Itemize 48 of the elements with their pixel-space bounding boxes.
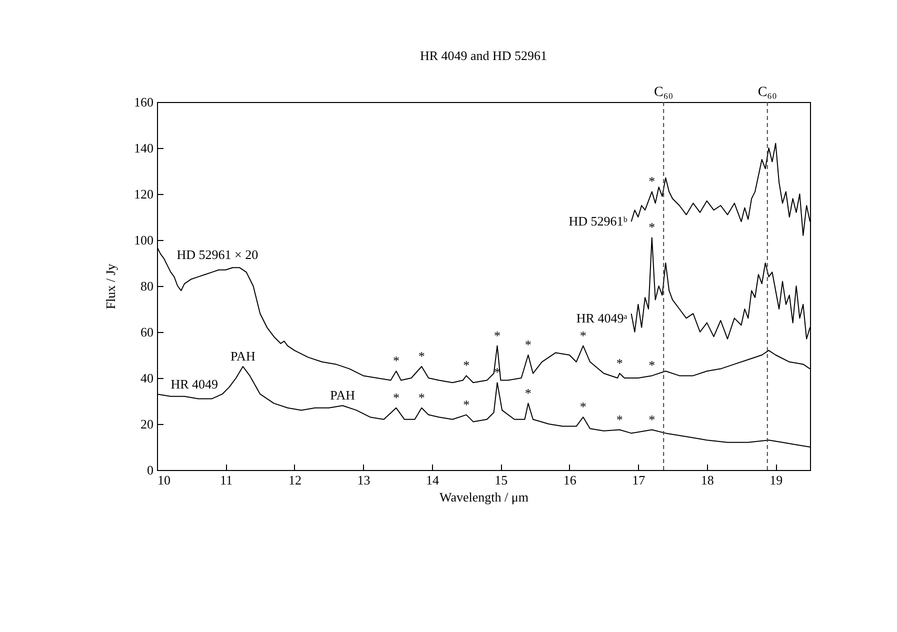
- annotation: *: [524, 337, 532, 352]
- y-tick-label: 100: [134, 232, 154, 248]
- annotation: *: [648, 358, 656, 373]
- ref-line-label: C₆₀: [654, 85, 674, 100]
- x-tick-label: 17: [632, 472, 646, 488]
- annotation: *: [494, 364, 500, 380]
- series-label: HR 4049ᵃ: [576, 310, 628, 326]
- series-label: HR 4049: [170, 376, 218, 392]
- y-tick-label: 160: [134, 94, 154, 110]
- annotation: PAH: [330, 388, 356, 403]
- x-tick-label: 11: [220, 472, 232, 488]
- annotation: *: [648, 174, 656, 189]
- series-label: HD 52961ᵇ: [568, 214, 628, 229]
- annotation: *: [616, 412, 623, 427]
- annotation: *: [494, 328, 500, 343]
- x-tick-label: 18: [700, 472, 714, 488]
- annotation: PAH: [230, 348, 256, 364]
- series-label: HD 52961 × 20: [176, 247, 258, 262]
- x-tick-label: 13: [357, 472, 370, 488]
- x-tick-label: 10: [158, 472, 170, 488]
- y-tick-label: 80: [140, 278, 154, 294]
- annotation: *: [463, 396, 470, 412]
- annotation: *: [580, 328, 586, 343]
- x-tick-label: 19: [770, 472, 783, 488]
- x-axis-title: Wavelength / μm: [440, 490, 528, 504]
- y-tick-label: 140: [134, 140, 154, 156]
- annotation: *: [648, 412, 656, 427]
- annotation: *: [392, 353, 400, 368]
- annotation: *: [392, 390, 400, 405]
- x-tick-label: 12: [288, 472, 302, 488]
- y-tick-label: 20: [140, 416, 154, 432]
- annotation: *: [580, 399, 586, 414]
- annotation: *: [418, 390, 425, 405]
- chart-title: HR 4049 and HD 52961: [420, 48, 548, 63]
- x-tick-label: 15: [494, 472, 508, 488]
- ref-line-label: C₆₀: [758, 85, 778, 100]
- annotation: *: [418, 348, 425, 364]
- y-axis-title: Flux / Jy: [103, 263, 118, 310]
- annotation: *: [463, 358, 470, 373]
- annotation: *: [616, 355, 623, 370]
- y-tick-label: 120: [134, 186, 154, 202]
- x-tick-label: 14: [426, 472, 440, 488]
- x-tick-label: 16: [563, 472, 577, 488]
- y-tick-label: 40: [140, 370, 154, 386]
- y-tick-label: 60: [140, 324, 154, 340]
- y-tick-label: 0: [147, 462, 154, 478]
- annotation: *: [648, 220, 656, 235]
- annotation: *: [524, 385, 532, 400]
